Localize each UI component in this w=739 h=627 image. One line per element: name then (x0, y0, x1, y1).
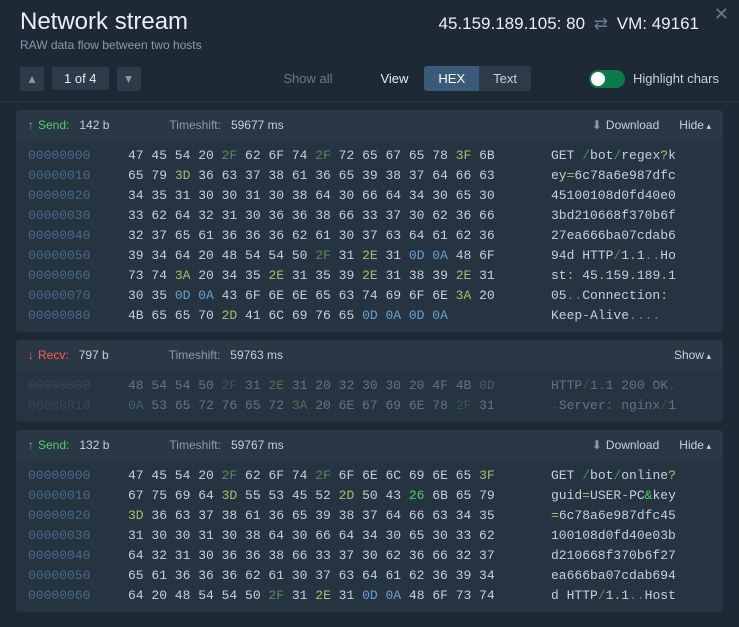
hex-offsets: 00000000 00000010 00000020 00000030 0000… (28, 146, 128, 326)
hex-offsets: 00000000 00000010 (28, 376, 128, 416)
view-text-button[interactable]: Text (479, 66, 531, 91)
show-all-link[interactable]: Show all (283, 71, 332, 86)
view-label: View (380, 71, 408, 86)
byte-count: 142 b (79, 118, 109, 132)
hex-bytes: 47 45 54 20 2F 62 6F 74 2F 6F 6E 6C 69 6… (128, 466, 551, 606)
byte-count: 797 b (79, 348, 109, 362)
direction-label: Recv: (28, 348, 69, 362)
timeshift-label: Timeshift: (169, 118, 221, 132)
remote-ip: 45.159.189.105 (438, 14, 556, 33)
direction-label: Send: (28, 118, 69, 132)
highlight-toggle-wrap: Highlight chars (589, 70, 719, 88)
vm-port: 49161 (652, 14, 699, 33)
section-header: Recv: 797 b Timeshift: 59763 ms Show (16, 340, 723, 370)
stream-section-1: Recv: 797 b Timeshift: 59763 ms Show 000… (16, 340, 723, 422)
vm-label: VM: (617, 14, 647, 33)
download-link[interactable]: ⬇Download (592, 438, 659, 452)
hex-offsets: 00000000 00000010 00000020 00000030 0000… (28, 466, 128, 606)
hex-bytes: 47 45 54 20 2F 62 6F 74 2F 72 65 67 65 7… (128, 146, 551, 326)
page-subtitle: RAW data flow between two hosts (20, 38, 719, 52)
hex-dump: 00000000 00000010 48 54 54 50 2F 31 2E 3… (16, 370, 723, 422)
section-toggle[interactable]: Show (674, 348, 711, 362)
page-next-button[interactable]: ▾ (117, 67, 141, 91)
timeshift-value: 59767 ms (231, 438, 284, 452)
close-icon[interactable]: ✕ (714, 4, 729, 25)
page-prev-button[interactable]: ▴ (20, 67, 44, 91)
hex-ascii: HTTP/1.1 200 OK. .Server: nginx/1 (551, 376, 711, 416)
direction-label: Send: (28, 438, 69, 452)
timeshift-value: 59763 ms (230, 348, 283, 362)
connection-info: 45.159.189.105: 80 ⇄ VM: 49161 (438, 14, 699, 34)
section-header: Send: 142 b Timeshift: 59677 ms ⬇Downloa… (16, 110, 723, 140)
swap-icon: ⇄ (594, 14, 608, 34)
hex-dump: 00000000 00000010 00000020 00000030 0000… (16, 140, 723, 332)
hex-dump: 00000000 00000010 00000020 00000030 0000… (16, 460, 723, 612)
stream-section-0: Send: 142 b Timeshift: 59677 ms ⬇Downloa… (16, 110, 723, 332)
section-header: Send: 132 b Timeshift: 59767 ms ⬇Downloa… (16, 430, 723, 460)
download-link[interactable]: ⬇Download (592, 118, 659, 132)
section-toggle[interactable]: Hide (679, 118, 711, 132)
page-indicator: 1 of 4 (52, 67, 109, 90)
hex-ascii: GET /bot/online? guid=USER-PC&key =6c78a… (551, 466, 711, 606)
highlight-toggle[interactable] (589, 70, 625, 88)
hex-bytes: 48 54 54 50 2F 31 2E 31 20 32 30 30 20 4… (128, 376, 551, 416)
highlight-label: Highlight chars (633, 71, 719, 86)
remote-port: 80 (566, 14, 585, 33)
stream-section-2: Send: 132 b Timeshift: 59767 ms ⬇Downloa… (16, 430, 723, 612)
view-mode-segment: HEX Text (424, 66, 531, 91)
download-icon: ⬇ (592, 438, 602, 452)
section-toggle[interactable]: Hide (679, 438, 711, 452)
download-icon: ⬇ (592, 118, 602, 132)
byte-count: 132 b (79, 438, 109, 452)
timeshift-label: Timeshift: (169, 348, 221, 362)
header: Network stream RAW data flow between two… (0, 0, 739, 56)
view-hex-button[interactable]: HEX (424, 66, 479, 91)
timeshift-label: Timeshift: (169, 438, 221, 452)
timeshift-value: 59677 ms (231, 118, 284, 132)
hex-ascii: GET /bot/regex?k ey=6c78a6e987dfc 451001… (551, 146, 711, 326)
toolbar: ▴ 1 of 4 ▾ Show all View HEX Text Highli… (0, 56, 739, 102)
